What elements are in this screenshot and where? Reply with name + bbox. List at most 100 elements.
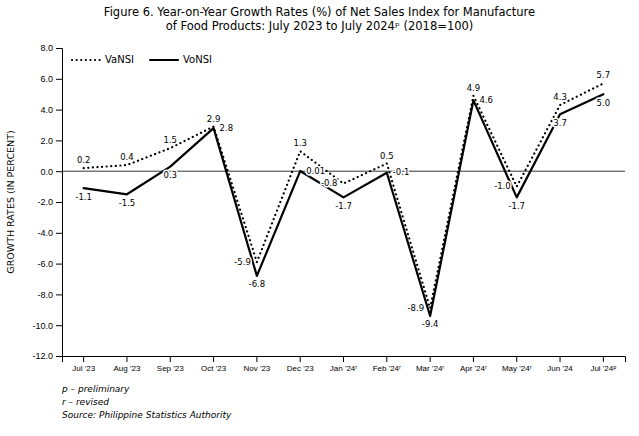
x-tick: Nov '23	[243, 356, 270, 373]
y-axis-title: GROWTH RATES (IN PERCENT)	[5, 130, 16, 273]
y-tick: 2.0	[40, 136, 62, 146]
y-tick: 8.0	[40, 43, 62, 53]
x-tick-mark	[213, 356, 214, 362]
data-label: 1.3	[293, 138, 307, 148]
x-tick-mark	[473, 356, 474, 362]
x-tick-mark	[386, 356, 387, 362]
x-tick: Mar '24ʳ	[416, 356, 444, 373]
legend-swatch	[72, 59, 100, 61]
x-tick: Apr '24ʳ	[460, 356, 487, 373]
data-label: 0.01	[306, 166, 325, 176]
x-tick-label: Jan '24ʳ	[330, 364, 358, 373]
y-tick-mark	[56, 264, 62, 265]
y-axis: -12.0-10.0-8.0-6.0-4.0-2.00.02.04.06.08.…	[32, 43, 62, 361]
y-tick-label: 8.0	[40, 43, 53, 53]
data-label: -1.7	[335, 201, 352, 211]
x-tick-label: Sep '23	[157, 364, 184, 373]
x-tick-mark	[430, 356, 431, 362]
data-label: -0.1	[393, 167, 410, 177]
data-label: 0.5	[380, 151, 394, 161]
data-label: 2.8	[220, 123, 234, 133]
data-label: 2.9	[207, 114, 221, 124]
y-tick-label: 4.0	[40, 105, 53, 115]
x-tick: May '24ʳ	[502, 356, 532, 373]
y-tick-label: -2.0	[37, 197, 53, 207]
legend-item: VaNSI	[72, 54, 134, 65]
y-tick: -10.0	[32, 321, 62, 331]
legend: VaNSI VoNSI	[72, 54, 212, 65]
data-label: 5.0	[597, 98, 611, 108]
x-tick-label: Jun '24	[547, 364, 573, 373]
data-label: -6.8	[249, 279, 266, 289]
y-tick: 0.0	[40, 167, 62, 177]
y-tick-mark	[56, 171, 62, 172]
x-tick-mark	[126, 356, 127, 362]
y-tick-label: 0.0	[40, 167, 53, 177]
x-tick-mark	[256, 356, 257, 362]
y-tick-label: -12.0	[32, 351, 53, 361]
data-label: 0.2	[77, 155, 91, 165]
y-tick: 4.0	[40, 105, 62, 115]
legend-label: VaNSI	[105, 54, 134, 65]
y-tick-mark	[56, 202, 62, 203]
y-tick-label: -10.0	[32, 321, 53, 331]
data-label: -9.4	[422, 319, 439, 329]
x-tick-mark	[300, 356, 301, 362]
chart: Figure 6. Year-on-Year Growth Rates (%) …	[0, 0, 639, 436]
marks	[62, 83, 625, 316]
x-tick-label: Aug '23	[114, 364, 141, 373]
x-tick-label: Apr '24ʳ	[460, 364, 487, 373]
x-tick-label: Mar '24ʳ	[416, 364, 444, 373]
x-tick-label: Nov '23	[243, 364, 270, 373]
x-tick-label: Oct '23	[201, 364, 227, 373]
legend-swatch	[150, 59, 178, 61]
y-tick-mark	[56, 294, 62, 295]
data-label: 0.3	[164, 170, 178, 180]
data-label: 4.9	[467, 83, 481, 93]
data-label: 1.5	[164, 135, 178, 145]
y-tick-label: 6.0	[40, 74, 53, 84]
x-axis-line	[63, 357, 626, 363]
y-axis-line	[56, 49, 63, 357]
x-tick: Oct '23	[201, 356, 227, 373]
x-tick-label: Feb '24ʳ	[373, 364, 401, 373]
y-tick: -2.0	[37, 197, 62, 207]
zero-line	[62, 171, 625, 172]
data-label: -1.1	[75, 192, 92, 202]
x-axis: Jul '23 Aug '23 Sep '23 Oct '23 Nov '23 Dec '…	[63, 356, 626, 373]
x-tick: Jul '23	[72, 356, 95, 373]
x-tick: Dec '23	[287, 356, 314, 373]
y-tick-mark	[56, 48, 62, 49]
x-tick-mark	[516, 356, 517, 362]
y-tick-label: -6.0	[37, 259, 53, 269]
x-tick: Jun '24	[547, 356, 573, 373]
x-tick-mark	[560, 356, 561, 362]
x-tick-mark	[170, 356, 171, 362]
x-tick-label: Jul '23	[72, 364, 95, 373]
y-tick-mark	[56, 233, 62, 234]
data-label: 5.7	[597, 70, 611, 80]
x-tick-label: Jul '24ᵖ	[590, 364, 616, 373]
data-label: -1.5	[119, 198, 136, 208]
series-line	[84, 83, 604, 308]
y-tick: -8.0	[37, 290, 62, 300]
x-tick: Sep '23	[157, 356, 184, 373]
x-tick-mark	[83, 356, 84, 362]
data-label: 3.7	[553, 118, 567, 128]
x-tick-mark	[603, 356, 604, 362]
x-tick-label: Dec '23	[287, 364, 314, 373]
data-label: 4.6	[479, 95, 493, 105]
y-tick-label: 2.0	[40, 136, 53, 146]
y-tick-mark	[56, 79, 62, 80]
legend-item: VoNSI	[150, 54, 212, 65]
y-tick-label: -8.0	[37, 290, 53, 300]
y-tick-mark	[56, 356, 62, 357]
y-tick-mark	[56, 110, 62, 111]
x-tick-mark	[343, 356, 344, 362]
data-label: 4.3	[553, 92, 567, 102]
plot: -12.0-10.0-8.0-6.0-4.0-2.00.02.04.06.08.…	[32, 43, 625, 372]
x-tick-label: May '24ʳ	[502, 364, 532, 373]
y-tick: 6.0	[40, 74, 62, 84]
x-tick: Feb '24ʳ	[373, 356, 401, 373]
data-label: -0.8	[321, 178, 338, 188]
